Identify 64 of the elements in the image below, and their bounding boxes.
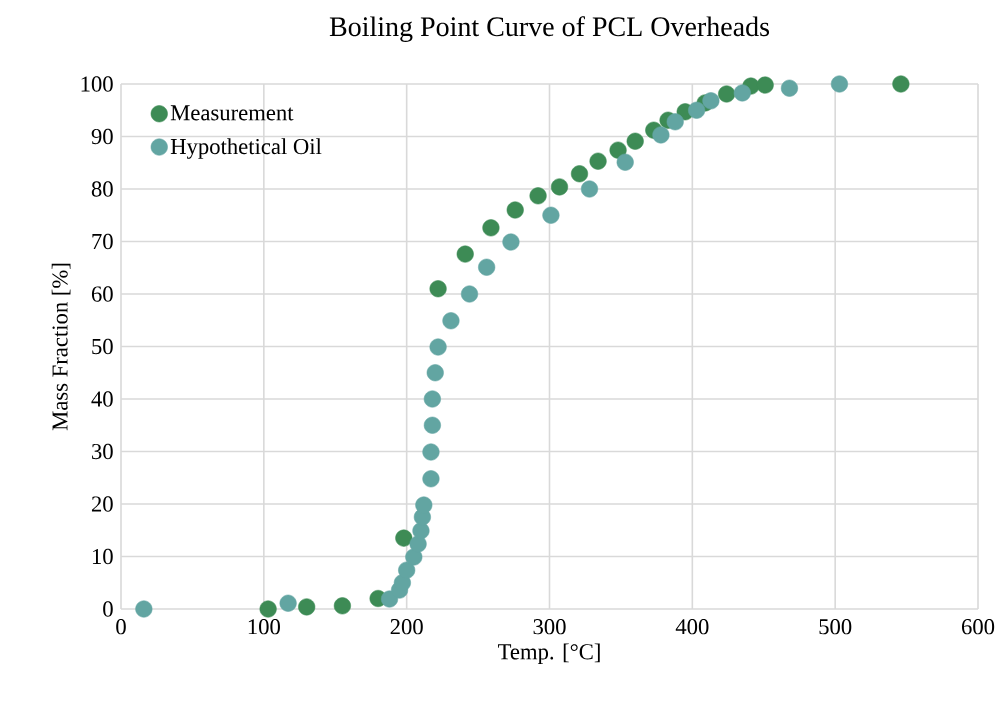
y-tick-label: 20 — [91, 496, 113, 512]
y-tick-label: 0 — [103, 601, 113, 617]
y-tick-label: 40 — [91, 391, 113, 407]
x-tick-label: 0 — [116, 619, 126, 635]
point — [442, 312, 460, 330]
point — [830, 75, 848, 93]
point — [688, 101, 706, 119]
legend-label: Hypothetical Oil — [170, 138, 322, 159]
point — [718, 85, 736, 103]
point — [426, 364, 444, 382]
point — [529, 187, 547, 205]
legend-label: Measurement — [170, 105, 294, 121]
point — [422, 470, 440, 488]
point — [570, 165, 589, 183]
point — [589, 152, 607, 170]
point — [733, 84, 751, 102]
point — [506, 201, 524, 219]
point — [756, 76, 774, 94]
point — [616, 153, 634, 171]
point — [259, 600, 277, 618]
point — [135, 600, 153, 618]
point — [626, 132, 644, 150]
y-tick-label: 80 — [91, 181, 113, 197]
point — [666, 113, 684, 131]
point — [415, 496, 433, 514]
x-tick-label: 200 — [390, 619, 423, 635]
x-tick-label: 400 — [675, 619, 709, 635]
point — [652, 126, 670, 144]
x-tick-label: 300 — [533, 619, 566, 635]
point — [542, 206, 560, 224]
y-tick-label: 30 — [92, 443, 113, 460]
point — [395, 529, 413, 547]
point — [892, 75, 910, 93]
point — [482, 219, 500, 237]
x-tick-label: 100 — [248, 619, 280, 635]
y-tick-label: 90 — [91, 128, 113, 145]
y-axis-title: Mass Fraction [%] — [51, 263, 71, 431]
point — [702, 92, 720, 110]
point — [423, 416, 441, 434]
point — [460, 285, 479, 303]
x-tick-label: 600 — [961, 619, 995, 635]
y-tick-label: 100 — [81, 76, 113, 92]
point — [478, 258, 496, 276]
point — [398, 561, 416, 579]
point — [456, 245, 474, 263]
point — [298, 598, 316, 616]
y-tick-label: 50 — [92, 338, 113, 355]
point — [405, 548, 423, 566]
x-tick-label: 500 — [819, 619, 852, 635]
chart-title: Boiling Point Curve of PCL Overheads — [329, 16, 770, 42]
point — [429, 338, 447, 356]
point — [502, 233, 520, 251]
y-tick-label: 70 — [92, 233, 113, 250]
point — [780, 79, 798, 97]
x-axis-title: Temp. [°C] — [498, 643, 600, 665]
point — [580, 180, 599, 198]
point — [550, 178, 569, 196]
y-tick-label: 60 — [91, 286, 113, 302]
y-tick-label: 10 — [92, 548, 113, 565]
point — [422, 443, 440, 461]
point — [429, 280, 447, 298]
point — [279, 594, 297, 612]
point — [333, 597, 351, 615]
point — [423, 390, 441, 408]
